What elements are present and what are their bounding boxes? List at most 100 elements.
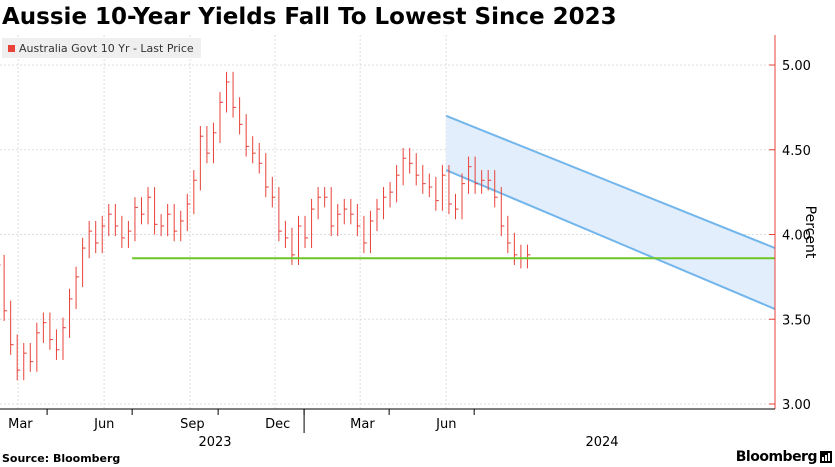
channel-upper-line (445, 114, 776, 249)
price-bar (324, 187, 328, 208)
price-bar (23, 342, 27, 381)
legend-label: Australia Govt 10 Yr - Last Price (19, 41, 194, 55)
price-bar (481, 170, 485, 194)
y-tick-label: 5.00 (782, 59, 811, 74)
grid-lines (0, 35, 775, 409)
chart-title: Aussie 10-Year Yields Fall To Lowest Sin… (2, 4, 617, 30)
price-bar (199, 126, 204, 191)
price-bar (252, 136, 256, 164)
price-bar (186, 193, 191, 232)
price-bar (284, 220, 289, 249)
price-bar (167, 203, 171, 237)
price-bar (219, 92, 223, 143)
price-bar (297, 215, 302, 266)
price-bar (304, 215, 309, 249)
price-bar (140, 197, 145, 225)
price-bar (121, 215, 125, 249)
downtrend-channel (445, 114, 776, 311)
price-bar (206, 126, 210, 164)
price-bar (82, 237, 86, 288)
price-bar (101, 215, 106, 254)
legend-swatch (8, 44, 15, 52)
price-bar (526, 244, 531, 269)
price-bar (3, 254, 8, 321)
price-bar (108, 203, 112, 237)
y-tick-label: 3.00 (782, 398, 811, 413)
price-bar (10, 300, 14, 355)
y-axis: 5.00 4.50 4.00 3.50 3.00 (769, 35, 811, 413)
price-bar (258, 142, 263, 174)
bloomberg-bars-icon (820, 451, 832, 463)
price-bar (396, 165, 400, 203)
price-bar (520, 244, 524, 269)
price-bar (160, 214, 165, 237)
price-bar (226, 71, 230, 113)
price-bar (173, 203, 178, 242)
price-bar (193, 170, 197, 215)
x-tick-label: Sep (180, 417, 205, 432)
legend: Australia Govt 10 Yr - Last Price (2, 38, 201, 58)
price-bar (154, 187, 158, 235)
price-bar (441, 165, 446, 211)
price-bar (147, 187, 152, 225)
price-bar (0, 264, 1, 266)
price-bar (245, 114, 250, 157)
source-note: Source: Bloomberg (2, 452, 121, 465)
price-bar (383, 187, 387, 220)
price-bar (134, 197, 138, 242)
price-bar (474, 156, 479, 194)
price-bar (376, 198, 380, 232)
price-bar (454, 193, 459, 220)
price-bar (507, 215, 511, 254)
price-bar (409, 148, 413, 174)
y-tick-label: 4.50 (782, 144, 811, 159)
price-bar (435, 176, 439, 211)
brand-logo: Bloomberg (735, 449, 818, 465)
price-bar (317, 187, 322, 220)
y-tick-label: 4.00 (782, 229, 811, 244)
price-bar (232, 71, 237, 118)
x-tick-label: Dec (265, 417, 290, 432)
price-bar (350, 198, 354, 225)
x-axis: Mar Jun Sep Dec Mar Jun 2023 2024 (0, 408, 775, 450)
price-bar (461, 173, 466, 220)
price-bar (271, 176, 276, 208)
price-bar (500, 187, 505, 237)
price-bar (487, 170, 492, 191)
price-bar (127, 220, 132, 249)
price-bar (291, 227, 295, 266)
price-bar (389, 181, 394, 208)
y-tick-label: 3.50 (782, 313, 811, 328)
price-bar (55, 329, 60, 360)
price-bar (212, 122, 217, 164)
price-bar (88, 220, 93, 259)
price-bar (180, 210, 184, 242)
price-bar (16, 334, 21, 381)
price-bar (69, 288, 73, 338)
x-tick-label: Mar (350, 417, 375, 432)
price-bar (422, 165, 426, 194)
price-bars (0, 71, 531, 381)
x-year-label: 2024 (585, 435, 618, 450)
price-bar (402, 148, 407, 186)
price-bar (513, 232, 518, 266)
price-bar (62, 317, 66, 360)
price-bar (95, 220, 99, 254)
price-bar (337, 203, 341, 237)
price-bar (343, 198, 348, 225)
price-bar (494, 170, 498, 208)
x-tick-label: Mar (8, 417, 33, 432)
price-bar (75, 266, 80, 310)
price-bar (278, 187, 282, 242)
price-bar (428, 173, 433, 198)
price-bar (468, 156, 472, 194)
x-tick-label: Jun (93, 417, 114, 432)
price-bar (356, 203, 361, 237)
price-bar (363, 215, 367, 254)
price-bar (42, 312, 47, 343)
price-bar (239, 97, 243, 135)
price-bar (36, 322, 40, 372)
x-tick-label: Jun (435, 417, 456, 432)
price-bar (415, 153, 420, 186)
